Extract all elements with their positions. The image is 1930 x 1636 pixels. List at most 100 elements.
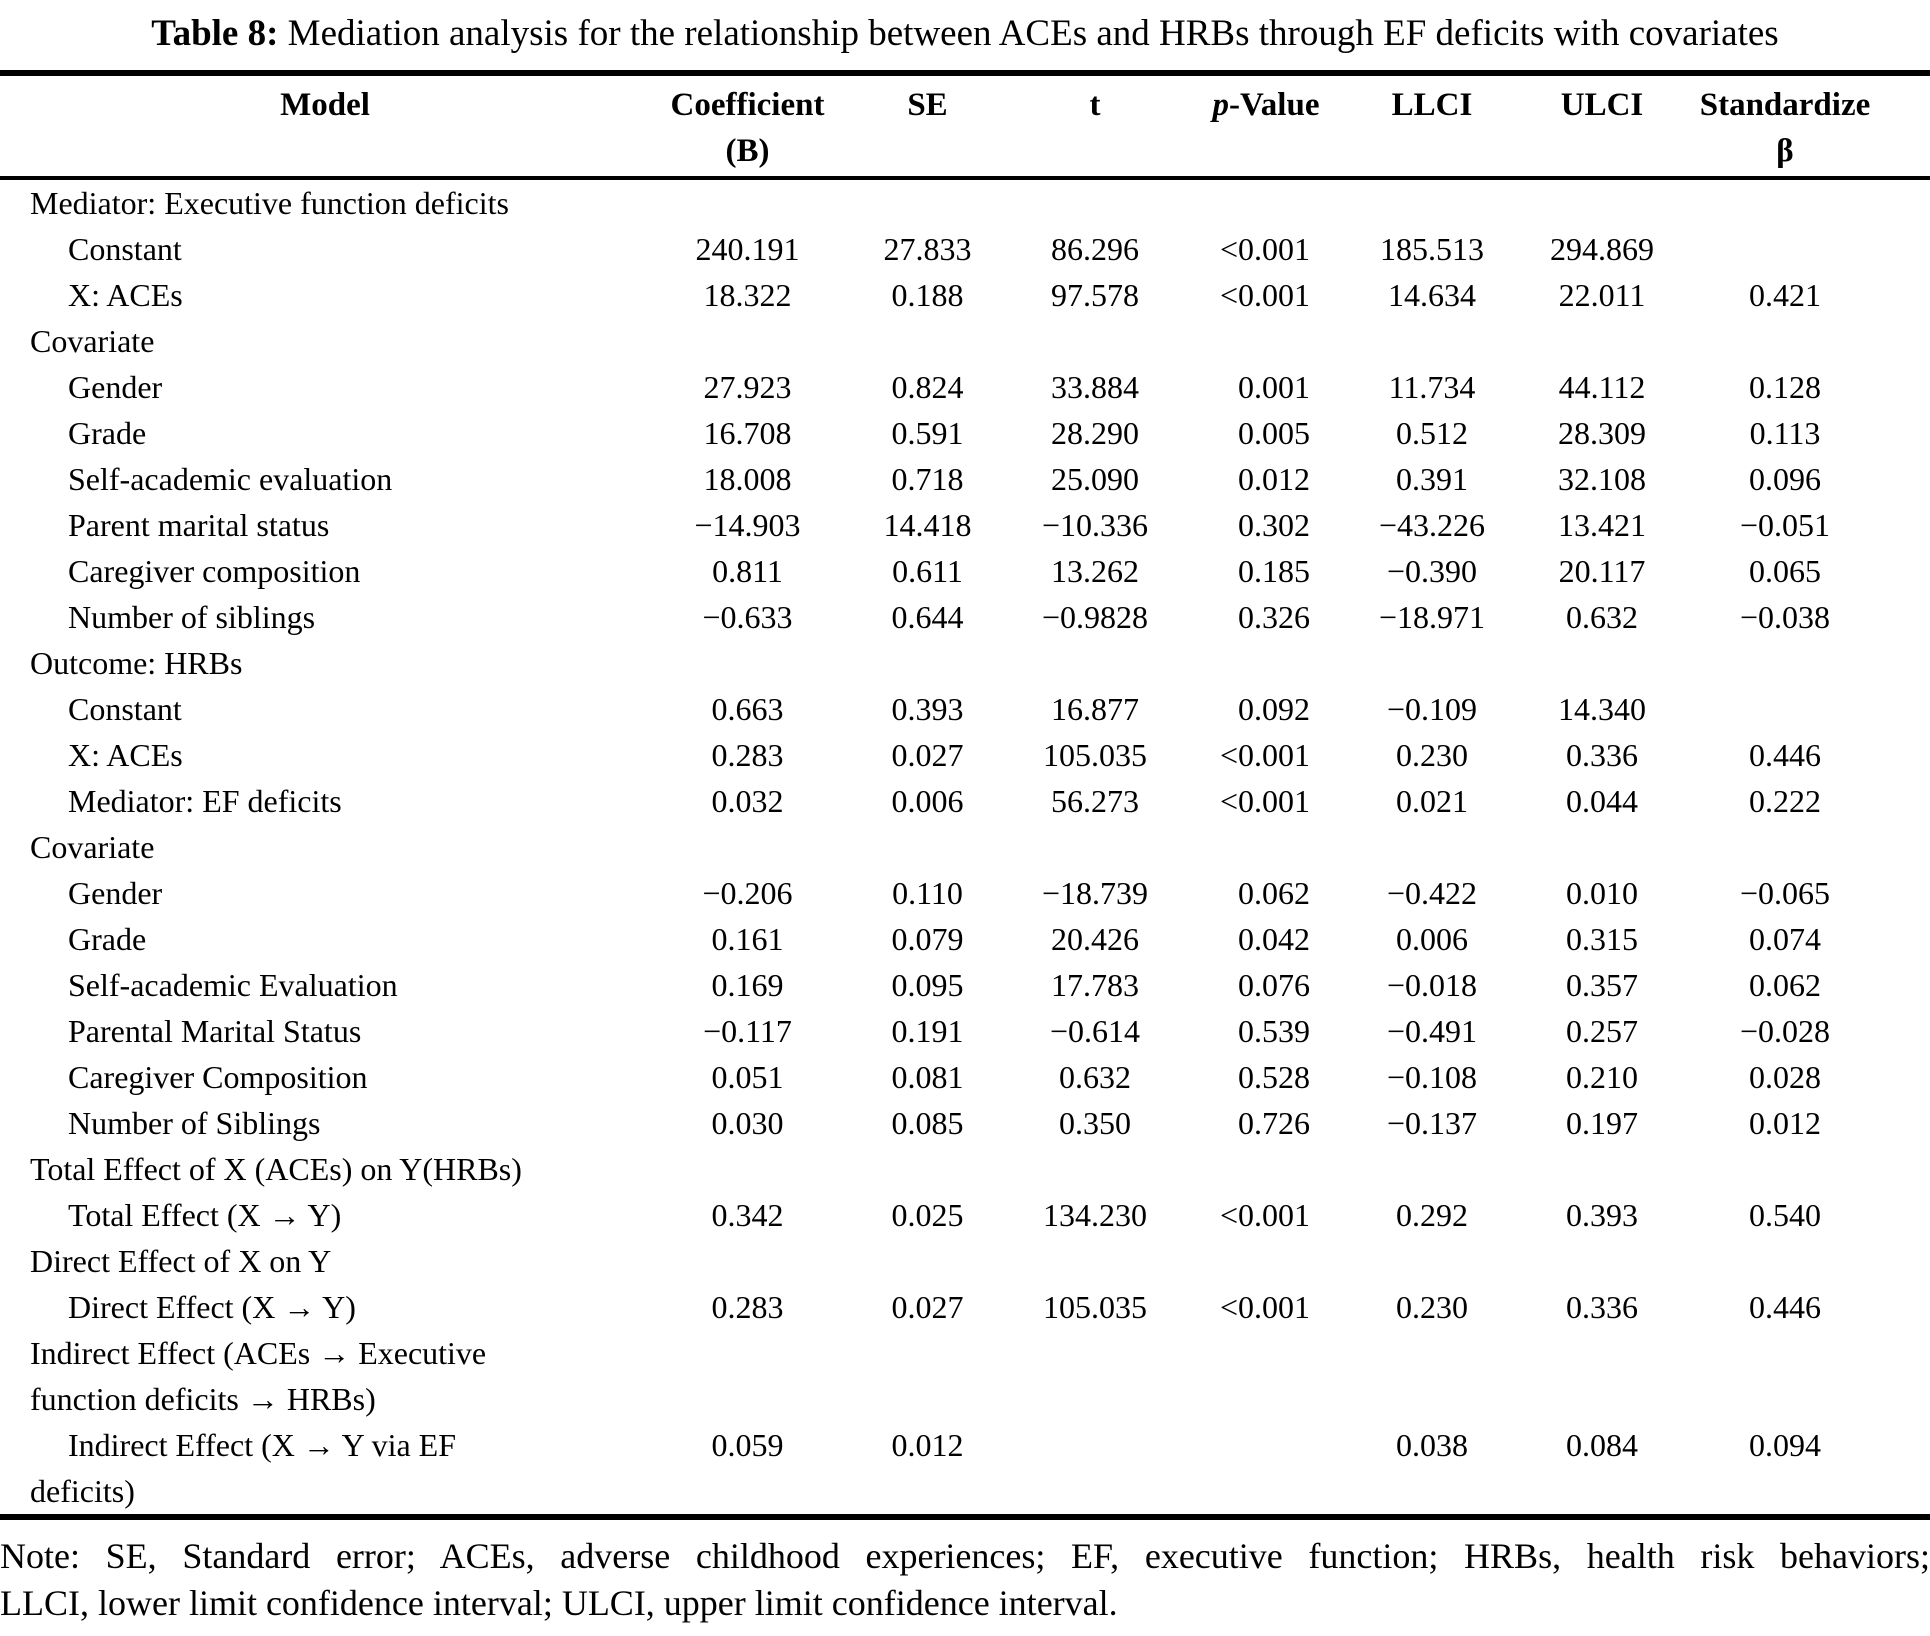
- cell-t: −0.614: [1049, 1013, 1141, 1049]
- data-row: Total Effect (X → Y) 0.342 0.025 134.230 <0.…: [0, 1192, 1930, 1238]
- cell-standardize-beta: 0.446: [1749, 1289, 1821, 1325]
- cell-t: [1010, 1238, 1180, 1284]
- cell-ulci: 0.336: [1566, 1289, 1638, 1325]
- cell-llci: [1352, 640, 1512, 686]
- cell-standardize-beta: 0.062: [1749, 967, 1821, 1003]
- cell-coefficient-b: 0.663: [711, 691, 784, 727]
- cell-standardize-beta: [1692, 1146, 1930, 1192]
- cell-p-value: 0.092: [1238, 691, 1310, 727]
- cell-llci: 0.038: [1396, 1427, 1468, 1463]
- cell-coefficient-b: [650, 318, 845, 364]
- section-row: Covariate: [0, 318, 1930, 364]
- cell-se: 0.006: [891, 783, 964, 819]
- cell-ulci: [1512, 1330, 1692, 1422]
- cell-se: 0.110: [892, 875, 963, 911]
- cell-t: 33.884: [1051, 369, 1139, 405]
- cell-coefficient-b: −0.206: [702, 875, 793, 911]
- cell-coefficient-b: 16.708: [703, 415, 792, 451]
- cell-llci: −0.137: [1386, 1105, 1478, 1141]
- cell-llci: 11.734: [1388, 369, 1476, 405]
- cell-t: 56.273: [1051, 783, 1139, 819]
- cell-p-value: [1180, 1422, 1352, 1517]
- cell-standardize-beta: [1692, 1330, 1930, 1422]
- data-row: Caregiver composition 0.811 0.611 13.262 0.1…: [0, 548, 1930, 594]
- table-body: Mediator: Executive function deficits Con…: [0, 178, 1930, 1517]
- cell-se: 0.027: [891, 1289, 964, 1325]
- cell-coefficient-b: 0.169: [711, 967, 784, 1003]
- cell-p-value: 0.302: [1238, 507, 1310, 543]
- cell-standardize-beta: 0.113: [1749, 415, 1821, 451]
- data-row: Caregiver Composition 0.051 0.081 0.632 0.52…: [0, 1054, 1930, 1100]
- column-header-subline: β: [1776, 133, 1794, 169]
- column-header-label: ULCI: [1560, 87, 1644, 123]
- cell-coefficient-b: −14.903: [694, 507, 801, 543]
- row-label: Covariate: [30, 323, 155, 359]
- table-caption-text: Mediation analysis for the relationship …: [278, 13, 1779, 54]
- section-row: Covariate: [0, 824, 1930, 870]
- cell-coefficient-b: 0.051: [711, 1059, 784, 1095]
- cell-coefficient-b: [650, 1146, 845, 1192]
- cell-p-value: 0.012: [1238, 461, 1310, 497]
- cell-llci: −0.109: [1386, 691, 1478, 727]
- cell-se: 0.095: [891, 967, 964, 1003]
- cell-t: [1010, 640, 1180, 686]
- cell-llci: −0.018: [1386, 967, 1478, 1003]
- column-header-italic-part: p: [1212, 87, 1230, 123]
- cell-ulci: [1512, 1238, 1692, 1284]
- cell-se: [845, 640, 1010, 686]
- cell-coefficient-b: 0.811: [712, 553, 783, 589]
- row-label: Caregiver Composition: [68, 1059, 368, 1095]
- section-row: Direct Effect of X on Y: [0, 1238, 1930, 1284]
- column-header-label: t: [1089, 87, 1101, 123]
- column-header-coefficient-b: Coefficient (B): [650, 73, 845, 180]
- cell-p-value: <0.001: [1219, 1197, 1310, 1233]
- row-label: Caregiver composition: [68, 553, 361, 589]
- cell-coefficient-b: −0.633: [702, 599, 793, 635]
- column-header-p-value: p-Value: [1180, 73, 1352, 180]
- cell-t: [1010, 1146, 1180, 1192]
- cell-coefficient-b: [650, 178, 845, 226]
- data-row: Constant 240.191 27.833 86.296 <0.001 185.513…: [0, 226, 1930, 272]
- column-header-label: Model: [280, 87, 370, 123]
- cell-ulci: 14.340: [1558, 691, 1646, 727]
- cell-ulci: 28.309: [1558, 415, 1646, 451]
- row-label: Constant: [68, 231, 182, 267]
- row-label: Direct Effect (X → Y): [68, 1289, 356, 1325]
- cell-se: [845, 318, 1010, 364]
- cell-se: 0.718: [891, 461, 964, 497]
- cell-t: [1010, 318, 1180, 364]
- cell-se: 14.418: [883, 507, 972, 543]
- data-row: Grade 16.708 0.591 28.290 0.005 0.512 28.309 0.…: [0, 410, 1930, 456]
- cell-p-value: <0.001: [1219, 1289, 1310, 1325]
- row-label: Outcome: HRBs: [30, 645, 243, 681]
- row-label: Parental Marital Status: [68, 1013, 362, 1049]
- cell-p-value: 0.185: [1238, 553, 1310, 589]
- cell-t: −10.336: [1041, 507, 1149, 543]
- cell-p-value: 0.042: [1238, 921, 1310, 957]
- cell-p-value: <0.001: [1219, 783, 1310, 819]
- cell-t: [1010, 1330, 1180, 1422]
- cell-p-value: 0.005: [1238, 415, 1310, 451]
- cell-t: [1010, 824, 1180, 870]
- cell-standardize-beta: [1692, 824, 1930, 870]
- column-header-standardize-beta: Standardize β: [1692, 73, 1930, 180]
- cell-t: 13.262: [1051, 553, 1139, 589]
- cell-standardize-beta: 0.446: [1749, 737, 1821, 773]
- cell-ulci: 0.044: [1566, 783, 1638, 819]
- cell-llci: 0.292: [1396, 1197, 1468, 1233]
- cell-llci: [1352, 318, 1512, 364]
- cell-t: 17.783: [1051, 967, 1139, 1003]
- table-note: Note: SE, Standard error; ACEs, adverse …: [0, 1533, 1930, 1627]
- cell-standardize-beta: [1692, 318, 1930, 364]
- cell-llci: 0.006: [1396, 921, 1468, 957]
- cell-se: [845, 1238, 1010, 1284]
- row-label: Parent marital status: [68, 507, 330, 543]
- cell-llci: [1352, 1146, 1512, 1192]
- cell-ulci: 32.108: [1558, 461, 1646, 497]
- cell-ulci: 0.632: [1566, 599, 1638, 635]
- cell-t: 97.578: [1051, 277, 1139, 313]
- cell-ulci: [1512, 318, 1692, 364]
- cell-coefficient-b: −0.117: [703, 1013, 792, 1049]
- cell-t: −0.9828: [1041, 599, 1149, 635]
